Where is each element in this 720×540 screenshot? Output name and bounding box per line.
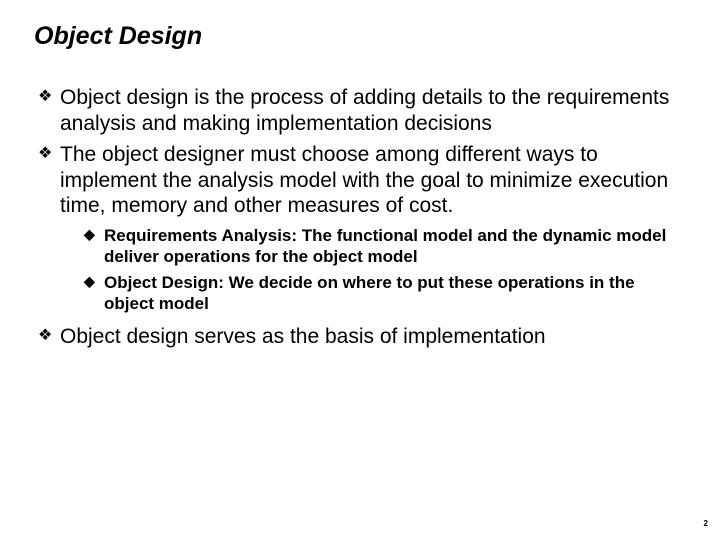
bullet-text: Object Design: We decide on where to put… <box>104 272 686 315</box>
bullet-text: Object design is the process of adding d… <box>60 85 686 136</box>
list-item: ❖ Object design is the process of adding… <box>38 85 686 136</box>
slide-title: Object Design <box>34 22 686 51</box>
bullet-text: The object designer must choose among di… <box>60 142 686 219</box>
list-item: ❖ The object designer must choose among … <box>38 142 686 219</box>
page-number: 2 <box>704 519 708 528</box>
bullet-list-level2: ◆ Requirements Analysis: The functional … <box>34 225 686 314</box>
list-item: ❖ Object design serves as the basis of i… <box>38 324 686 350</box>
diamond-bullet-icon: ❖ <box>38 324 60 350</box>
bullet-list-level1-continued: ❖ Object design serves as the basis of i… <box>34 324 686 350</box>
diamond-bullet-icon: ❖ <box>38 142 60 219</box>
bullet-text: Requirements Analysis: The functional mo… <box>104 225 686 268</box>
list-item: ◆ Requirements Analysis: The functional … <box>84 225 686 268</box>
filled-diamond-bullet-icon: ◆ <box>84 272 104 315</box>
slide: Object Design ❖ Object design is the pro… <box>0 0 720 540</box>
bullet-text: Object design serves as the basis of imp… <box>60 324 686 350</box>
filled-diamond-bullet-icon: ◆ <box>84 225 104 268</box>
bullet-list-level1: ❖ Object design is the process of adding… <box>34 85 686 219</box>
list-item: ◆ Object Design: We decide on where to p… <box>84 272 686 315</box>
diamond-bullet-icon: ❖ <box>38 85 60 136</box>
